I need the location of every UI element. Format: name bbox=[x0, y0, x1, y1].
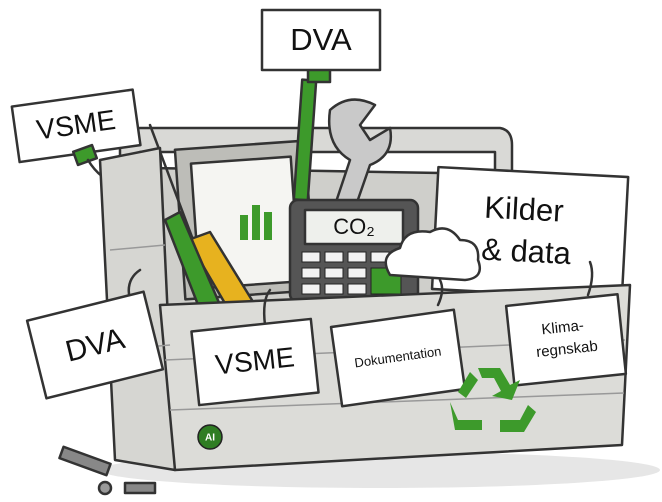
tag-line: & data bbox=[480, 232, 572, 272]
tag: Klima- regnskab bbox=[506, 294, 626, 385]
illustration: DVA VSME Kilder & data CO₂ bbox=[0, 0, 662, 502]
tag-label: DVA bbox=[290, 22, 352, 57]
badge-label: AI bbox=[205, 433, 215, 444]
tag: DVA bbox=[262, 10, 380, 70]
tag-line: Kilder bbox=[484, 190, 565, 229]
tag: VSME bbox=[191, 319, 318, 405]
calculator-label: CO₂ bbox=[333, 214, 375, 239]
tag: Dokumentation bbox=[331, 310, 465, 406]
